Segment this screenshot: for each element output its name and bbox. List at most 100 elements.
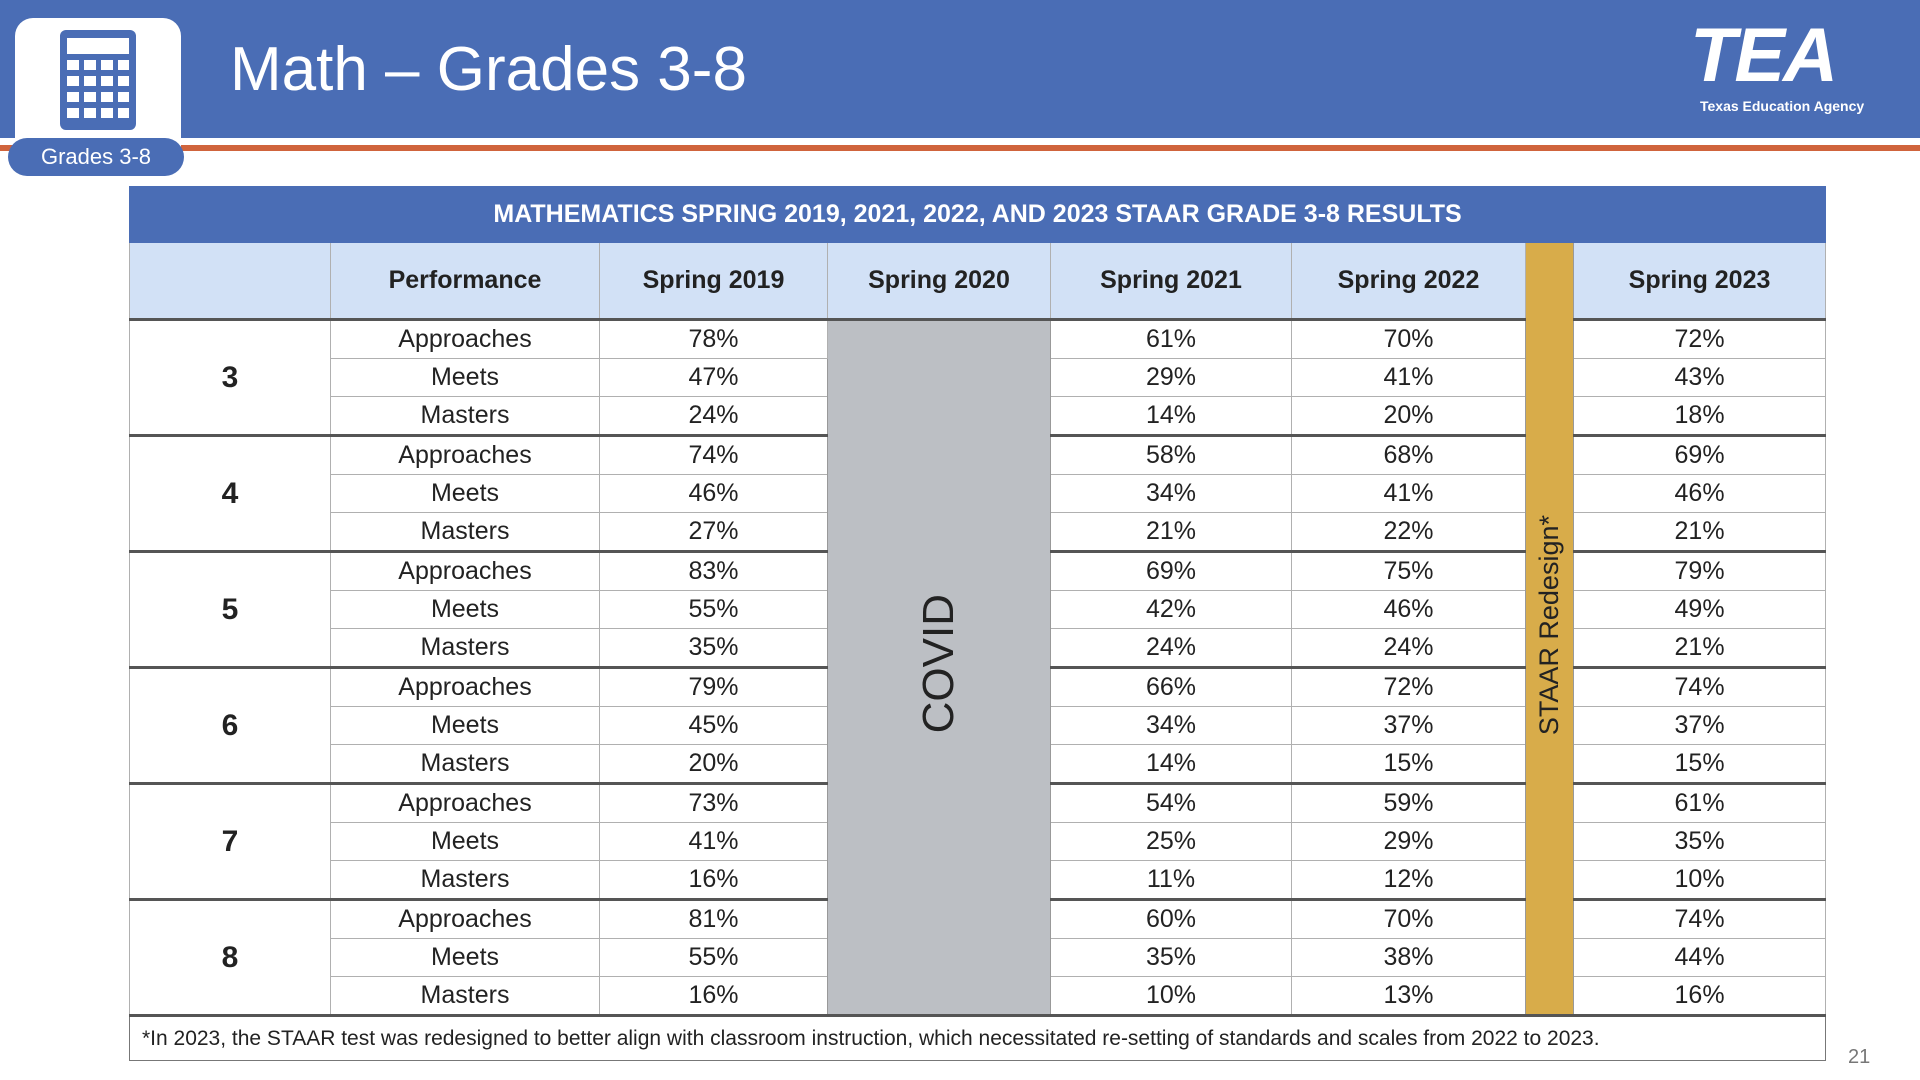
data-row: 7 Approaches 73% 54% 59% 61%: [129, 782, 1827, 900]
value-cell: 29%: [1050, 358, 1292, 397]
value-cell: 70%: [1291, 318, 1526, 359]
value-cell: 49%: [1572, 590, 1827, 629]
data-row: Masters 20% 14% 15% 15%: [130, 744, 1827, 784]
data-row: Masters 27% 21% 22% 21%: [130, 512, 1827, 552]
redesign-cell: STAAR Redesign*: [1525, 242, 1574, 1016]
header-bar: [0, 0, 1920, 138]
value-cell: 15%: [1572, 744, 1827, 784]
value-cell: 29%: [1291, 822, 1526, 861]
value-cell: 79%: [599, 666, 828, 707]
value-cell: 46%: [1572, 474, 1827, 513]
data-row: 5 Approaches 83% 69% 75% 79%: [129, 550, 1827, 668]
page-number: 21: [1848, 1046, 1871, 1068]
header-cell: Performance: [330, 242, 600, 320]
data-row: Meets 46% 34% 41% 46%: [130, 474, 1827, 513]
value-cell: 35%: [1572, 822, 1827, 861]
value-cell: 69%: [1050, 550, 1292, 591]
badge: [15, 18, 181, 175]
value-cell: 22%: [1291, 512, 1526, 552]
data-row: Masters 35% 24% 24% 21%: [130, 628, 1827, 668]
value-cell: 35%: [1050, 938, 1292, 977]
footnote: *In 2023, the STAAR test was redesigned …: [128, 1014, 1827, 1061]
value-cell: 41%: [599, 822, 828, 861]
value-cell: 37%: [1572, 706, 1827, 745]
value-cell: 41%: [1291, 358, 1526, 397]
value-cell: 24%: [599, 396, 828, 436]
value-cell: 18%: [1572, 396, 1827, 436]
slide-title: Math – Grades 3-8: [230, 35, 747, 104]
grade-cell: 6: [129, 666, 331, 784]
level-cell: Masters: [330, 396, 600, 436]
value-cell: 61%: [1050, 318, 1292, 359]
value-cell: 46%: [599, 474, 828, 513]
value-cell: 69%: [1572, 434, 1827, 475]
footnote-row: *In 2023, the STAAR test was redesigned …: [128, 1014, 1827, 1061]
value-cell: 10%: [1050, 976, 1292, 1016]
value-cell: 74%: [1572, 666, 1827, 707]
value-cell: 34%: [1050, 706, 1292, 745]
level-cell: Approaches: [330, 898, 600, 939]
header-cell: Spring 2022: [1291, 242, 1526, 320]
header-cell: [129, 242, 331, 320]
header-row: Performance Spring 2019 Spring 2020 Spring …: [129, 242, 1827, 1016]
grade-cell: 7: [129, 782, 331, 900]
level-cell: Meets: [330, 706, 600, 745]
data-row: 4 Approaches 74% 58% 68% 69%: [129, 434, 1827, 552]
value-cell: 81%: [599, 898, 828, 939]
value-cell: 15%: [1291, 744, 1526, 784]
value-cell: 79%: [1572, 550, 1827, 591]
value-cell: 54%: [1050, 782, 1292, 823]
level-cell: Masters: [330, 860, 600, 900]
level-cell: Masters: [330, 628, 600, 668]
value-cell: 37%: [1291, 706, 1526, 745]
data-row: Masters 16% 11% 12% 10%: [130, 860, 1827, 900]
value-cell: 25%: [1050, 822, 1292, 861]
value-cell: 58%: [1050, 434, 1292, 475]
results-table: MATHEMATICS SPRING 2019, 2021, 2022, AND…: [128, 186, 1827, 1061]
value-cell: 27%: [599, 512, 828, 552]
level-cell: Approaches: [330, 782, 600, 823]
value-cell: 78%: [599, 318, 828, 359]
value-cell: 10%: [1572, 860, 1827, 900]
value-cell: 41%: [1291, 474, 1526, 513]
value-cell: 21%: [1572, 628, 1827, 668]
grade-cell: 3: [129, 318, 331, 436]
value-cell: 74%: [1572, 898, 1827, 939]
data-row: Meets 55% 35% 38% 44%: [130, 938, 1827, 977]
value-cell: 11%: [1050, 860, 1292, 900]
value-cell: 68%: [1291, 434, 1526, 475]
level-cell: Meets: [330, 590, 600, 629]
header-cell: Spring 2023: [1572, 242, 1827, 320]
level-cell: Approaches: [330, 666, 600, 707]
value-cell: 44%: [1572, 938, 1827, 977]
value-cell: 42%: [1050, 590, 1292, 629]
header-cell: Spring 2020: [827, 242, 1051, 320]
level-cell: Masters: [330, 744, 600, 784]
level-cell: Meets: [330, 474, 600, 513]
grade-cell: 8: [129, 898, 331, 1016]
table-title: MATHEMATICS SPRING 2019, 2021, 2022, AND…: [128, 186, 1827, 243]
value-cell: 43%: [1572, 358, 1827, 397]
value-cell: 21%: [1050, 512, 1292, 552]
level-cell: Meets: [330, 822, 600, 861]
calculator-icon: [60, 30, 136, 130]
value-cell: 16%: [599, 976, 828, 1016]
value-cell: 70%: [1291, 898, 1526, 939]
header-cell: Spring 2021: [1050, 242, 1292, 320]
value-cell: 61%: [1572, 782, 1827, 823]
value-cell: 45%: [599, 706, 828, 745]
redesign-label: STAAR Redesign*: [1534, 514, 1564, 736]
level-cell: Approaches: [330, 434, 600, 475]
data-row: Masters 16% 10% 13% 16%: [130, 976, 1827, 1016]
value-cell: 24%: [1291, 628, 1526, 668]
header-stripe: [0, 145, 1920, 151]
grade-cell: 5: [129, 550, 331, 668]
data-row: Masters 24% 14% 20% 18%: [130, 396, 1827, 436]
value-cell: 75%: [1291, 550, 1526, 591]
value-cell: 16%: [1572, 976, 1827, 1016]
covid-label: COVID: [914, 594, 963, 734]
value-cell: 47%: [599, 358, 828, 397]
grade-cell: 4: [129, 434, 331, 552]
value-cell: 14%: [1050, 744, 1292, 784]
value-cell: 35%: [599, 628, 828, 668]
